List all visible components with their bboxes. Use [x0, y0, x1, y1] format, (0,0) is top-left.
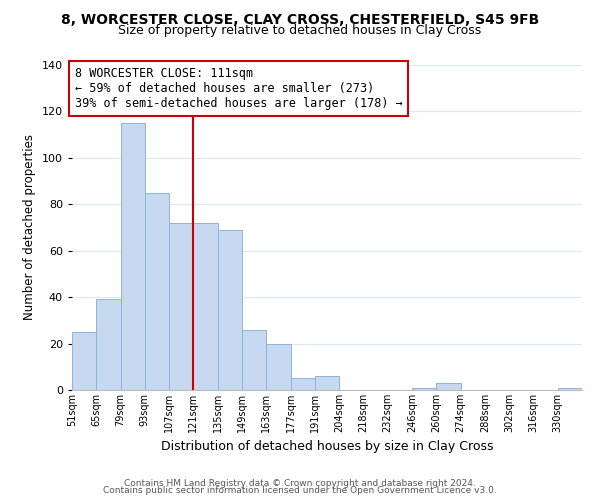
Bar — [96, 300, 121, 390]
Bar — [218, 230, 242, 390]
Y-axis label: Number of detached properties: Number of detached properties — [23, 134, 36, 320]
Bar — [315, 376, 339, 390]
Bar — [266, 344, 290, 390]
Bar — [121, 123, 145, 390]
Bar — [193, 223, 218, 390]
Bar — [412, 388, 436, 390]
Text: Contains public sector information licensed under the Open Government Licence v3: Contains public sector information licen… — [103, 486, 497, 495]
Bar — [242, 330, 266, 390]
Bar — [558, 388, 582, 390]
Bar — [290, 378, 315, 390]
Text: 8, WORCESTER CLOSE, CLAY CROSS, CHESTERFIELD, S45 9FB: 8, WORCESTER CLOSE, CLAY CROSS, CHESTERF… — [61, 12, 539, 26]
Bar — [72, 332, 96, 390]
X-axis label: Distribution of detached houses by size in Clay Cross: Distribution of detached houses by size … — [161, 440, 493, 454]
Bar — [436, 383, 461, 390]
Text: Size of property relative to detached houses in Clay Cross: Size of property relative to detached ho… — [118, 24, 482, 37]
Bar — [169, 223, 193, 390]
Text: Contains HM Land Registry data © Crown copyright and database right 2024.: Contains HM Land Registry data © Crown c… — [124, 478, 476, 488]
Bar — [145, 192, 169, 390]
Text: 8 WORCESTER CLOSE: 111sqm
← 59% of detached houses are smaller (273)
39% of semi: 8 WORCESTER CLOSE: 111sqm ← 59% of detac… — [74, 66, 403, 110]
